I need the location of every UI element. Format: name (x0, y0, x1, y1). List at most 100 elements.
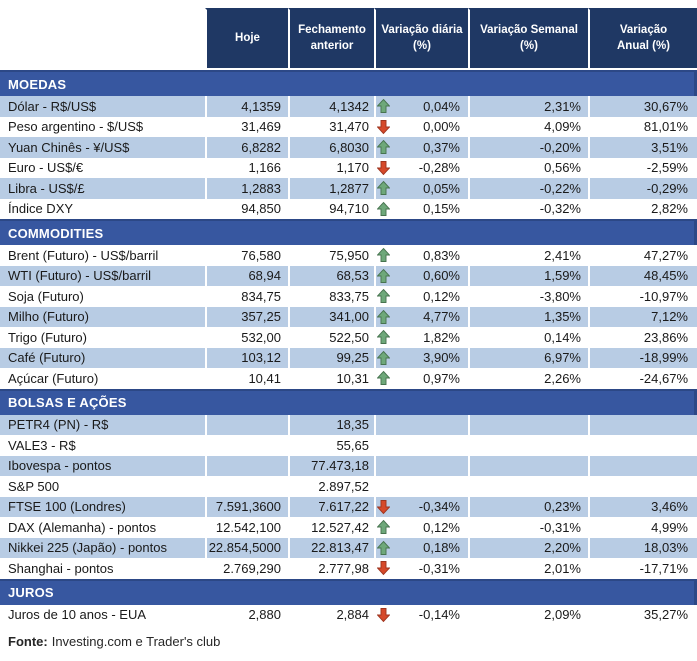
variacao-diaria-value: 0,05% (374, 178, 468, 199)
hoje-value: 94,850 (205, 198, 288, 219)
variacao-semanal-value: -0,31% (468, 517, 588, 538)
header-corner-blank (0, 8, 205, 68)
variacao-diaria-value (374, 414, 468, 435)
variacao-diaria-value: 0,04% (374, 96, 468, 117)
table-row-shanghai-pontos: Shanghai - pontos 2.769,290 2.777,98 -0,31%… (0, 558, 697, 579)
hoje-value: 2.769,290 (205, 558, 288, 579)
fechamento-anterior-value: 22.813,47 (288, 537, 374, 558)
fechamento-anterior-value: 341,00 (288, 306, 374, 327)
table-row-peso-argentino-us: Peso argentino - $/US$ 31,469 31,470 0,00% 4… (0, 116, 697, 137)
table-header: Hoje Fechamento anterior Variação diária… (0, 8, 697, 68)
variacao-diaria-value: -0,14% (374, 604, 468, 625)
variacao-diaria-value: 0,83% (374, 245, 468, 266)
table-row-ibovespa-pontos: Ibovespa - pontos 77.473,18 (0, 455, 697, 476)
variacao-semanal-value (468, 435, 588, 456)
variacao-semanal-value: 4,09% (468, 116, 588, 137)
hoje-value: 31,469 (205, 116, 288, 137)
table-row-juros-de-10-anos-eua: Juros de 10 anos - EUA 2,880 2,884 -0,14% 2,… (0, 604, 697, 625)
instrument-label: Trigo (Futuro) (0, 327, 205, 348)
col-header-fechamento-line1: Fechamento (298, 24, 366, 37)
variacao-diaria-value: 0,12% (374, 286, 468, 307)
variacao-semanal-value: 0,23% (468, 496, 588, 517)
instrument-label: Shanghai - pontos (0, 558, 205, 579)
instrument-label: DAX (Alemanha) - pontos (0, 517, 205, 538)
fechamento-anterior-value: 7.617,22 (288, 496, 374, 517)
section-header-juros: JUROS (0, 578, 697, 605)
up-arrow-icon (377, 309, 390, 324)
table-row-cafe-futuro: Café (Futuro) 103,12 99,25 3,90% 6,97% -18,99… (0, 347, 697, 368)
table-row-vale3-r: VALE3 - R$ 55,65 (0, 435, 697, 456)
hoje-value: 4,1359 (205, 96, 288, 117)
variacao-anual-value (588, 414, 697, 435)
variacao-anual-value: 47,27% (588, 245, 697, 266)
table-row-milho-futuro: Milho (Futuro) 357,25 341,00 4,77% 1,35% 7,12… (0, 306, 697, 327)
variacao-anual-value: -0,29% (588, 178, 697, 199)
fechamento-anterior-value: 31,470 (288, 116, 374, 137)
up-arrow-icon (377, 181, 390, 196)
fechamento-anterior-value: 10,31 (288, 368, 374, 389)
variacao-diaria-value: -0,34% (374, 496, 468, 517)
hoje-value: 76,580 (205, 245, 288, 266)
source-label: Fonte: (8, 634, 48, 649)
hoje-value: 2,880 (205, 604, 288, 625)
up-arrow-icon (377, 99, 390, 114)
variacao-semanal-value: 2,31% (468, 96, 588, 117)
hoje-value (205, 435, 288, 456)
hoje-value: 834,75 (205, 286, 288, 307)
variacao-diaria-value: 0,37% (374, 137, 468, 158)
fechamento-anterior-value: 75,950 (288, 245, 374, 266)
variacao-anual-value: 30,67% (588, 96, 697, 117)
variacao-diaria-value: 0,60% (374, 265, 468, 286)
instrument-label: Milho (Futuro) (0, 306, 205, 327)
down-arrow-icon (377, 499, 390, 514)
fechamento-anterior-value: 1,170 (288, 157, 374, 178)
variacao-anual-value: -10,97% (588, 286, 697, 307)
up-arrow-icon (377, 268, 390, 283)
col-header-fechamento-line2: anterior (310, 40, 354, 52)
section-title: BOLSAS E AÇÕES (8, 395, 127, 410)
up-arrow-icon (377, 371, 390, 386)
instrument-label: Açúcar (Futuro) (0, 368, 205, 389)
table-row-dolar-r-us: Dólar - R$/US$ 4,1359 4,1342 0,04% 2,31% 30,6… (0, 96, 697, 117)
table-row-s-p-500: S&P 500 2.897,52 (0, 476, 697, 497)
col-header-variacao-anual-line2: Anual (%) (616, 40, 671, 52)
variacao-diaria-value (374, 435, 468, 456)
fechamento-anterior-value: 1,2877 (288, 178, 374, 199)
variacao-anual-value: -24,67% (588, 368, 697, 389)
variacao-anual-value: 4,99% (588, 517, 697, 538)
variacao-semanal-value: 1,35% (468, 306, 588, 327)
table-row-libra-us: Libra - US$/£ 1,2883 1,2877 0,05% -0,22% -0,2… (0, 178, 697, 199)
col-header-variacao-semanal-line1: Variação Semanal (480, 24, 578, 37)
table-row-ftse-100-londres: FTSE 100 (Londres) 7.591,3600 7.617,22 -0,3… (0, 496, 697, 517)
variacao-semanal-value: -3,80% (468, 286, 588, 307)
variacao-diaria-value: 3,90% (374, 347, 468, 368)
variacao-anual-value: 81,01% (588, 116, 697, 137)
table-row-petr4-pn-r: PETR4 (PN) - R$ 18,35 (0, 414, 697, 435)
down-arrow-icon (377, 160, 390, 175)
col-header-variacao-semanal-line2: (%) (520, 40, 538, 52)
table-row-nikkei-225-japao-pontos: Nikkei 225 (Japão) - pontos 22.854,5000 22… (0, 537, 697, 558)
hoje-value: 7.591,3600 (205, 496, 288, 517)
hoje-value: 1,2883 (205, 178, 288, 199)
variacao-anual-value: 18,03% (588, 537, 697, 558)
table-row-indice-dxy: Índice DXY 94,850 94,710 0,15% -0,32% 2,82% (0, 198, 697, 219)
variacao-semanal-value: 2,26% (468, 368, 588, 389)
up-arrow-icon (377, 289, 390, 304)
col-header-variacao-diaria-line1: Variação diária (381, 24, 463, 37)
variacao-semanal-value: 2,20% (468, 537, 588, 558)
variacao-anual-value (588, 476, 697, 497)
variacao-diaria-value: 0,12% (374, 517, 468, 538)
fechamento-anterior-value: 833,75 (288, 286, 374, 307)
instrument-label: Nikkei 225 (Japão) - pontos (0, 537, 205, 558)
up-arrow-icon (377, 201, 390, 216)
section-title: MOEDAS (8, 76, 67, 92)
hoje-value (205, 476, 288, 497)
fechamento-anterior-value: 18,35 (288, 414, 374, 435)
section-header-moedas: MOEDAS (0, 70, 697, 96)
variacao-semanal-value (468, 414, 588, 435)
hoje-value: 103,12 (205, 347, 288, 368)
fechamento-anterior-value: 4,1342 (288, 96, 374, 117)
down-arrow-icon (377, 119, 390, 134)
variacao-diaria-value: 4,77% (374, 306, 468, 327)
table-row-brent-futuro-us-barril: Brent (Futuro) - US$/barril 76,580 75,950 0… (0, 245, 697, 266)
